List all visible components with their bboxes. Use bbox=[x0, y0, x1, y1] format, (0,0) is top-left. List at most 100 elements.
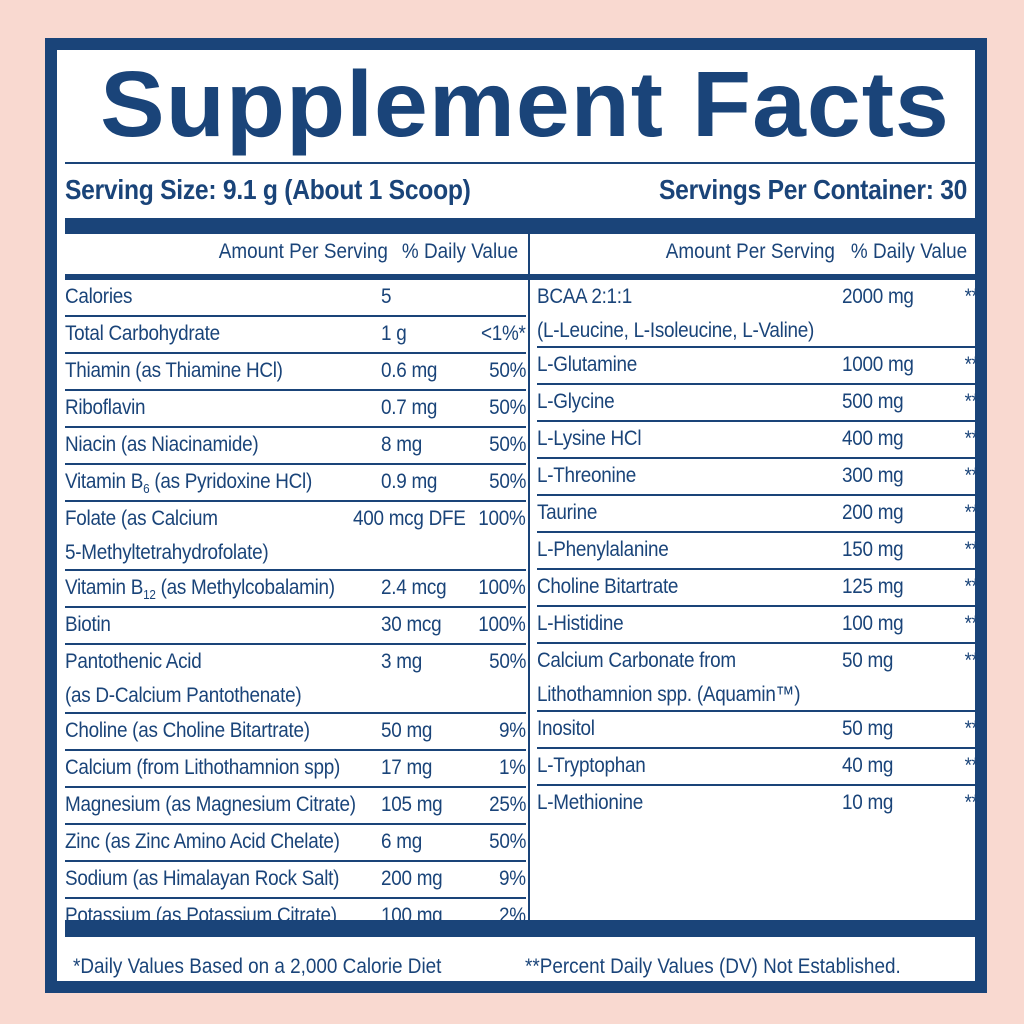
nutrient-name: BCAA 2:1:1 (L-Leucine, L-Isoleucine, L-Va… bbox=[537, 285, 815, 342]
nutrient-amount: 50 mg bbox=[842, 649, 894, 672]
nutrient-daily-value: 100% bbox=[478, 576, 527, 599]
nutrient-daily-value: ** bbox=[964, 754, 979, 777]
nutrient-amount: 8 mg bbox=[381, 433, 422, 456]
nutrient-amount: 150 mg bbox=[842, 538, 904, 561]
nutrient-amount: 105 mg bbox=[381, 793, 443, 816]
nutrient-amount: 5 bbox=[381, 285, 392, 308]
left-header-amount: Amount Per Serving bbox=[218, 240, 388, 263]
nutrient-daily-value: 50% bbox=[488, 650, 526, 673]
nutrient-amount: 1 g bbox=[381, 322, 407, 345]
nutrient-name: L-Methionine bbox=[537, 791, 644, 814]
nutrient-row: Total Carbohydrate 1 g <1%* bbox=[65, 317, 526, 354]
footnote-dv-not-established: **Percent Daily Values (DV) Not Establis… bbox=[525, 955, 901, 978]
nutrient-amount: 6 mg bbox=[381, 830, 422, 853]
nutrient-amount: 17 mg bbox=[381, 756, 433, 779]
nutrient-amount: 2000 mg bbox=[842, 285, 914, 308]
divider bbox=[65, 162, 979, 164]
nutrient-amount: 200 mg bbox=[381, 867, 443, 890]
nutrient-daily-value: 50% bbox=[488, 359, 526, 382]
nutrient-name: Magnesium (as Magnesium Citrate) bbox=[65, 793, 356, 816]
nutrient-daily-value: 1% bbox=[499, 756, 526, 779]
nutrient-amount: 10 mg bbox=[842, 791, 894, 814]
serving-size: Serving Size: 9.1 g (About 1 Scoop) bbox=[65, 174, 471, 205]
nutrient-row: Sodium (as Himalayan Rock Salt) 200 mg 9% bbox=[65, 862, 526, 899]
nutrient-name: Pantothenic Acid (as D-Calcium Pantothena… bbox=[65, 650, 302, 707]
nutrient-daily-value: 50% bbox=[488, 433, 526, 456]
nutrient-daily-value: 50% bbox=[488, 470, 526, 493]
nutrient-amount: 50 mg bbox=[381, 719, 433, 742]
nutrient-row: Vitamin B6 (as Pyridoxine HCl) 0.9 mg 50% bbox=[65, 465, 526, 502]
nutrient-row: Biotin 30 mcg 100% bbox=[65, 608, 526, 645]
nutrient-amount: 3 mg bbox=[381, 650, 422, 673]
footnote-daily-values: *Daily Values Based on a 2,000 Calorie D… bbox=[73, 955, 442, 978]
nutrient-amount: 40 mg bbox=[842, 754, 894, 777]
nutrient-name: Vitamin B6 (as Pyridoxine HCl) bbox=[65, 470, 313, 497]
left-nutrient-table: Calories 5 Total Carbohydrate 1 g <1%* Thiami… bbox=[65, 280, 526, 936]
nutrient-name: Zinc (as Zinc Amino Acid Chelate) bbox=[65, 830, 340, 853]
nutrient-amount: 200 mg bbox=[842, 501, 904, 524]
nutrient-row: BCAA 2:1:1 (L-Leucine, L-Isoleucine, L-Va… bbox=[537, 280, 979, 348]
supplement-facts-panel: Supplement Facts Serving Size: 9.1 g (Ab… bbox=[45, 38, 987, 993]
right-header-amount: Amount Per Serving bbox=[665, 240, 835, 263]
nutrient-row: Calcium (from Lithothamnion spp) 17 mg 1% bbox=[65, 751, 526, 788]
nutrient-amount: 100 mg bbox=[842, 612, 904, 635]
nutrient-amount: 1000 mg bbox=[842, 353, 914, 376]
nutrient-name: Niacin (as Niacinamide) bbox=[65, 433, 259, 456]
nutrient-daily-value: ** bbox=[964, 575, 979, 598]
thick-divider bbox=[65, 218, 979, 234]
nutrient-name: Sodium (as Himalayan Rock Salt) bbox=[65, 867, 340, 890]
nutrient-name: Total Carbohydrate bbox=[65, 322, 220, 345]
nutrient-row: Thiamin (as Thiamine HCl) 0.6 mg 50% bbox=[65, 354, 526, 391]
nutrient-amount: 0.9 mg bbox=[381, 470, 438, 493]
nutrient-amount: 0.7 mg bbox=[381, 396, 438, 419]
nutrient-daily-value: 50% bbox=[488, 830, 526, 853]
nutrient-name: Vitamin B12 (as Methylcobalamin) bbox=[65, 576, 335, 603]
nutrient-row: Calcium Carbonate from Lithothamnion spp.… bbox=[537, 644, 979, 712]
nutrient-row: L-Histidine 100 mg ** bbox=[537, 607, 979, 644]
nutrient-amount: 400 mg bbox=[842, 427, 904, 450]
nutrient-amount: 400 mcg DFE bbox=[353, 507, 466, 530]
nutrient-amount: 0.6 mg bbox=[381, 359, 438, 382]
nutrient-daily-value: ** bbox=[964, 390, 979, 413]
nutrient-daily-value: ** bbox=[964, 612, 979, 635]
nutrient-name: L-Phenylalanine bbox=[537, 538, 669, 561]
nutrient-amount: 2.4 mcg bbox=[381, 576, 447, 599]
nutrient-name: L-Lysine HCl bbox=[537, 427, 642, 450]
right-nutrient-table: BCAA 2:1:1 (L-Leucine, L-Isoleucine, L-Va… bbox=[537, 280, 979, 823]
nutrient-daily-value: 9% bbox=[499, 719, 526, 742]
nutrient-daily-value: 100% bbox=[478, 507, 527, 530]
nutrient-name: L-Glutamine bbox=[537, 353, 637, 376]
nutrient-daily-value: ** bbox=[964, 285, 979, 308]
column-divider bbox=[528, 234, 530, 932]
nutrient-daily-value: 25% bbox=[488, 793, 526, 816]
nutrient-daily-value: ** bbox=[964, 501, 979, 524]
nutrient-daily-value: ** bbox=[964, 353, 979, 376]
nutrient-row: Calories 5 bbox=[65, 280, 526, 317]
nutrient-name: L-Glycine bbox=[537, 390, 615, 413]
nutrient-name: L-Threonine bbox=[537, 464, 636, 487]
nutrient-row: Riboflavin 0.7 mg 50% bbox=[65, 391, 526, 428]
nutrient-daily-value: ** bbox=[964, 649, 979, 672]
panel-title: Supplement Facts bbox=[100, 52, 950, 156]
nutrient-name: Folate (as Calcium 5-Methyltetrahydrofola… bbox=[65, 507, 269, 564]
nutrient-daily-value: ** bbox=[964, 538, 979, 561]
nutrient-row: L-Lysine HCl 400 mg ** bbox=[537, 422, 979, 459]
nutrient-row: L-Tryptophan 40 mg ** bbox=[537, 749, 979, 786]
nutrient-amount: 500 mg bbox=[842, 390, 904, 413]
nutrient-daily-value: 50% bbox=[488, 396, 526, 419]
nutrient-row: Magnesium (as Magnesium Citrate) 105 mg 25… bbox=[65, 788, 526, 825]
servings-per-container: Servings Per Container: 30 bbox=[658, 174, 967, 205]
nutrient-amount: 50 mg bbox=[842, 717, 894, 740]
nutrient-row: Vitamin B12 (as Methylcobalamin) 2.4 mcg 1… bbox=[65, 571, 526, 608]
nutrient-row: L-Methionine 10 mg ** bbox=[537, 786, 979, 823]
left-header-dv: % Daily Value bbox=[401, 240, 518, 263]
nutrient-name: Thiamin (as Thiamine HCl) bbox=[65, 359, 283, 382]
nutrient-daily-value: ** bbox=[964, 464, 979, 487]
nutrient-daily-value: ** bbox=[964, 717, 979, 740]
nutrient-name: Choline (as Choline Bitartrate) bbox=[65, 719, 310, 742]
nutrient-name: Biotin bbox=[65, 613, 111, 636]
nutrient-amount: 30 mcg bbox=[381, 613, 442, 636]
nutrient-row: Choline (as Choline Bitartrate) 50 mg 9% bbox=[65, 714, 526, 751]
nutrient-name: Taurine bbox=[537, 501, 598, 524]
nutrient-row: Folate (as Calcium 5-Methyltetrahydrofola… bbox=[65, 502, 526, 571]
